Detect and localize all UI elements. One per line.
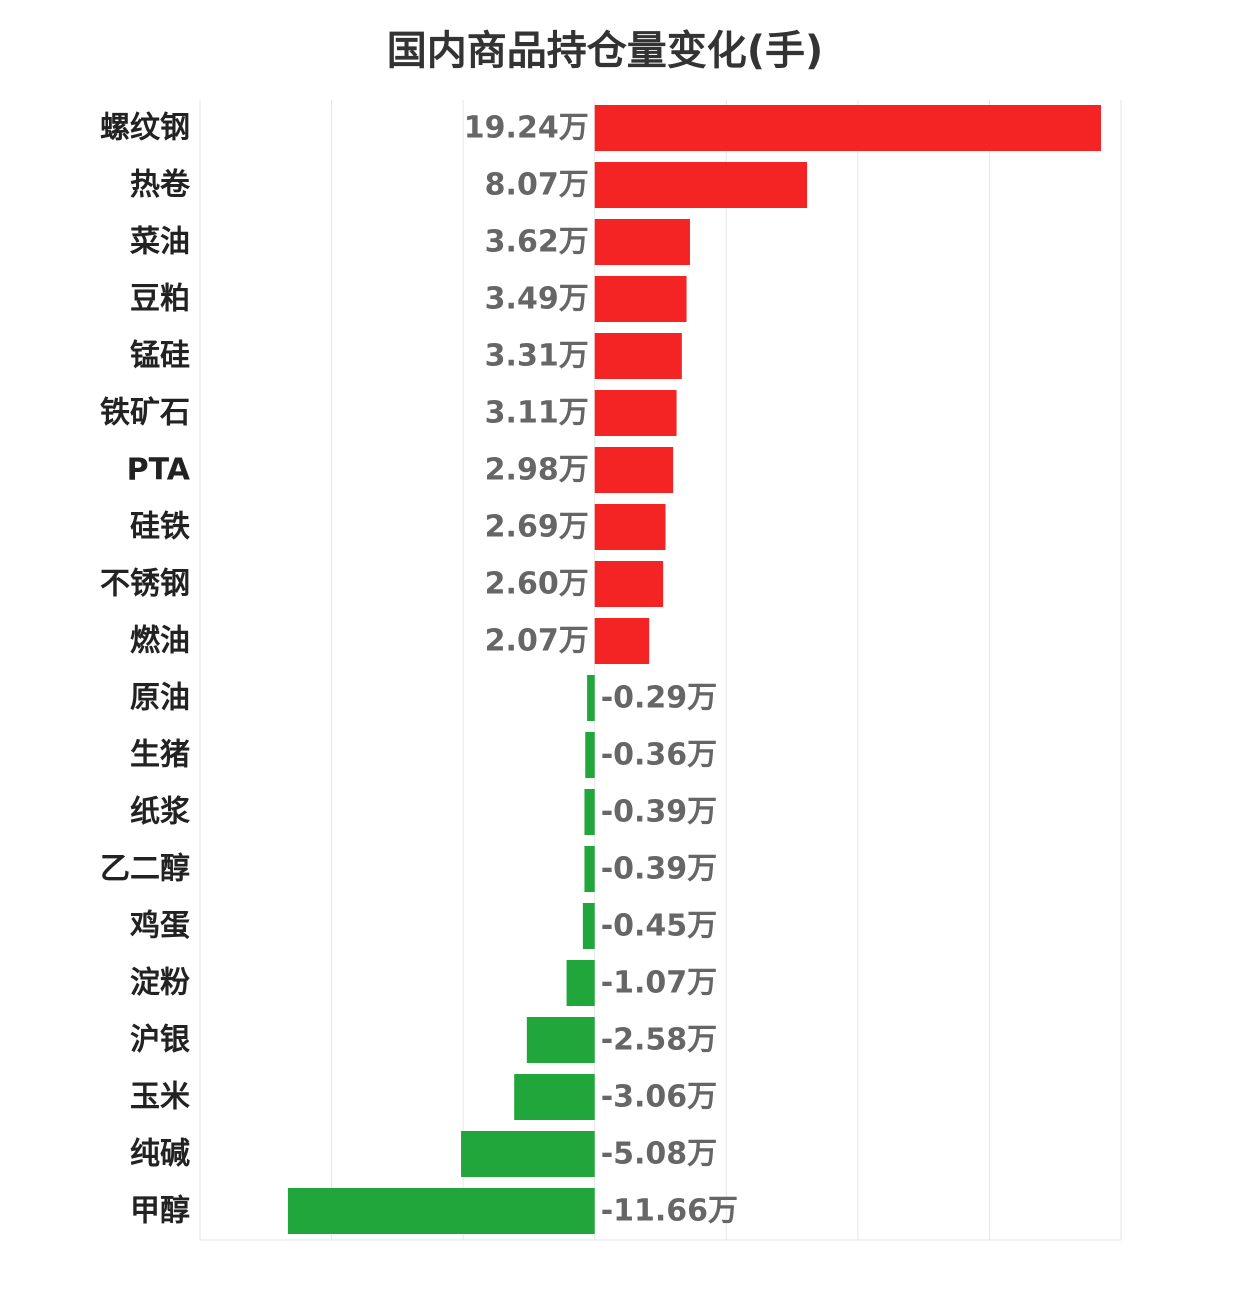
bar: [594, 219, 690, 265]
bar: [594, 105, 1102, 151]
value-label: 8.07万: [485, 168, 589, 203]
value-label: -1.07万: [601, 966, 717, 1001]
value-label: -0.29万: [601, 681, 717, 716]
bar: [594, 333, 682, 379]
value-label: -3.06万: [601, 1080, 717, 1115]
grid-lines: [199, 100, 1122, 1241]
category-label: 燃油: [130, 624, 190, 659]
value-label: 2.69万: [485, 510, 589, 545]
value-label: -0.36万: [601, 738, 717, 773]
bar: [582, 903, 595, 949]
category-label: 不锈钢: [100, 567, 190, 602]
value-label: -2.58万: [601, 1023, 717, 1058]
value-label: -0.39万: [601, 852, 717, 887]
category-label: 锰硅: [130, 339, 190, 374]
bar: [594, 561, 664, 607]
value-label: -11.66万: [601, 1194, 738, 1229]
value-label: 3.11万: [485, 396, 589, 431]
category-label: 热卷: [130, 168, 191, 203]
value-label: 19.24万: [464, 111, 589, 146]
bars: [287, 105, 1102, 1234]
bar: [584, 789, 595, 835]
value-label: 2.07万: [485, 624, 589, 659]
bar: [594, 390, 677, 436]
bar: [526, 1017, 595, 1063]
bar: [594, 447, 674, 493]
value-label: 2.98万: [485, 453, 589, 488]
bar: [594, 162, 808, 208]
bar: [594, 504, 666, 550]
category-label: 淀粉: [130, 966, 190, 1001]
value-label: -0.39万: [601, 795, 717, 830]
bar: [594, 276, 687, 322]
category-label: 鸡蛋: [130, 909, 190, 944]
bar: [584, 846, 595, 892]
bar: [587, 675, 595, 721]
value-label: 3.49万: [485, 282, 589, 317]
value-label: 3.62万: [485, 225, 589, 260]
bar: [585, 732, 595, 778]
category-label: 纯碱: [130, 1137, 190, 1172]
category-label: 玉米: [130, 1080, 190, 1115]
bar: [514, 1074, 595, 1120]
bar: [594, 618, 650, 664]
category-label: 菜油: [130, 225, 190, 260]
category-label: 沪银: [130, 1023, 190, 1058]
bar: [461, 1131, 595, 1177]
category-label: 甲醇: [130, 1194, 190, 1229]
category-label: 原油: [130, 681, 190, 716]
category-label: 豆粕: [130, 282, 190, 317]
bar: [566, 960, 595, 1006]
category-label: 纸浆: [130, 795, 190, 830]
category-label: 铁矿石: [100, 396, 190, 431]
bar: [287, 1188, 595, 1234]
category-label: 乙二醇: [100, 852, 190, 887]
value-label: 3.31万: [485, 339, 589, 374]
category-label: 生猪: [130, 738, 190, 773]
category-label: 硅铁: [130, 510, 190, 545]
value-label: -5.08万: [601, 1137, 717, 1172]
value-label: -0.45万: [601, 909, 717, 944]
category-label: 螺纹钢: [100, 111, 190, 146]
value-label: 2.60万: [485, 567, 589, 602]
category-label: PTA: [127, 453, 191, 488]
chart-title: 国内商品持仓量变化(手): [386, 28, 824, 74]
